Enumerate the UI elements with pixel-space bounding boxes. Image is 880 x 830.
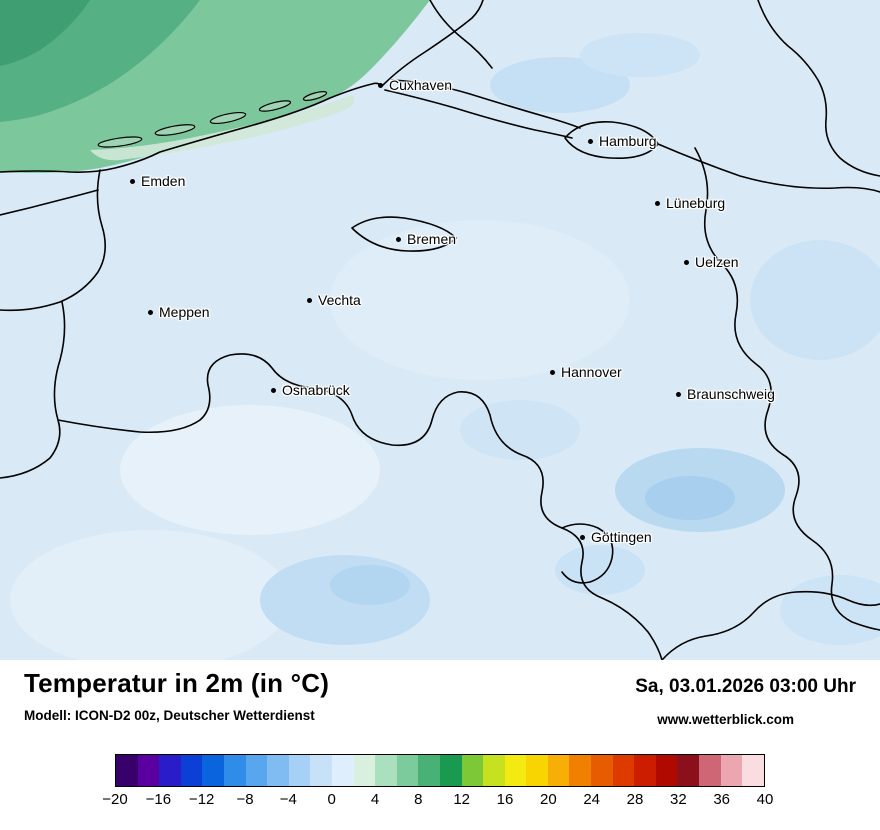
legend-tick: 0 [327, 791, 336, 808]
legend-color-segment [504, 755, 527, 786]
forecast-datetime: Sa, 03.01.2026 03:00 Uhr [635, 676, 856, 697]
legend-color-segment [267, 755, 289, 786]
legend-tick: 24 [583, 791, 600, 808]
legend-color-segment [418, 755, 440, 786]
legend-color-segment [223, 755, 246, 786]
website-url: www.wetterblick.com [657, 712, 794, 727]
legend-tick: 16 [496, 791, 514, 808]
legend-color-segment [159, 755, 181, 786]
legend-tick: 28 [626, 791, 644, 808]
legend-tick: 8 [414, 791, 423, 808]
legend-color-segment [677, 755, 700, 786]
legend-tick: 36 [713, 791, 730, 808]
legend-color-segment [634, 755, 656, 786]
legend-color-segment [742, 755, 764, 786]
legend-color-segment [483, 755, 505, 786]
islands [97, 91, 328, 148]
legend-color-segment [245, 755, 268, 786]
legend-color-segment [375, 755, 397, 786]
legend-colorbar [115, 754, 765, 787]
legend-color-segment [526, 755, 548, 786]
sea-area [0, 0, 430, 173]
legend-color-segment [699, 755, 721, 786]
legend-color-segment [439, 755, 462, 786]
legend-color-segment [180, 755, 203, 786]
legend-tick: 40 [756, 791, 774, 808]
legend-color-segment [720, 755, 743, 786]
legend-color-segment [353, 755, 376, 786]
legend-tick: −20 [102, 791, 128, 808]
legend-color-segment [569, 755, 592, 786]
legend-tick: −12 [188, 791, 215, 808]
legend-color-segment [461, 755, 484, 786]
legend-color-segment [591, 755, 613, 786]
model-info: Modell: ICON-D2 00z, Deutscher Wetterdie… [24, 708, 315, 723]
footer: Temperatur in 2m (in °C) Modell: ICON-D2… [0, 660, 880, 830]
legend-color-segment [310, 755, 332, 786]
legend-color-segment [137, 755, 160, 786]
legend-color-segment [547, 755, 570, 786]
legend-tick: −8 [236, 791, 254, 808]
legend-tick: 32 [669, 791, 687, 808]
legend-tick: −4 [279, 791, 297, 808]
legend-color-segment [331, 755, 354, 786]
legend-color-segment [288, 755, 311, 786]
map-area: Cuxhaven Hamburg Emden Lüneburg Bremen Uelzen… [0, 0, 880, 660]
legend-color-segment [116, 755, 138, 786]
legend-color-segment [202, 755, 224, 786]
legend-tick: 20 [539, 791, 557, 808]
legend-tick: −16 [145, 791, 172, 808]
legend-tick: 4 [370, 791, 380, 808]
border-lines [0, 0, 880, 660]
legend-tick-labels: −20 −16 −12 −8 −4 0 4 8 12 16 20 24 28 32 36 40 [102, 791, 773, 811]
temperature-legend: −20 −16 −12 −8 −4 0 4 8 12 16 20 24 28 32 36 40 [102, 754, 773, 812]
legend-color-segment [612, 755, 635, 786]
legend-tick: 12 [453, 791, 470, 808]
legend-color-segment [655, 755, 678, 786]
map-title: Temperatur in 2m (in °C) [24, 668, 330, 698]
legend-color-segment [396, 755, 419, 786]
map-graphic [0, 0, 880, 660]
